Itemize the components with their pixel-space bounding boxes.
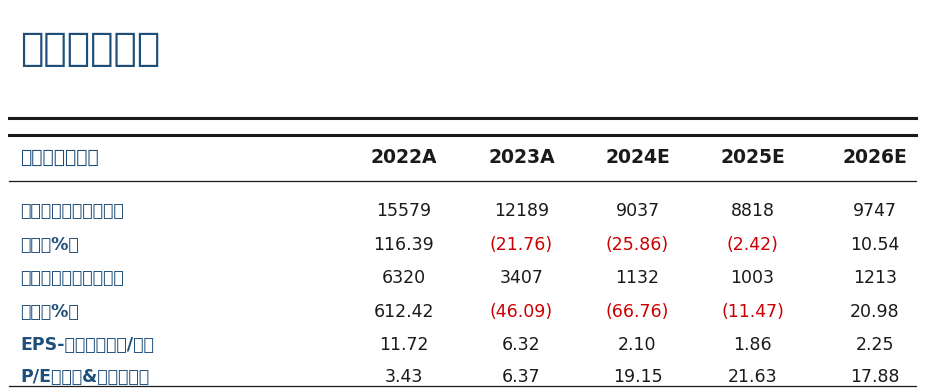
Text: 11.72: 11.72 xyxy=(379,336,428,354)
Text: P/E（现价&最新摊薄）: P/E（现价&最新摊薄） xyxy=(20,368,149,386)
Text: 买入（维持）: 买入（维持） xyxy=(20,31,160,69)
Text: (66.76): (66.76) xyxy=(606,303,669,321)
Text: 2025E: 2025E xyxy=(721,148,785,167)
Text: 3.43: 3.43 xyxy=(385,368,423,386)
Text: 10.54: 10.54 xyxy=(850,236,900,254)
Text: 20.98: 20.98 xyxy=(850,303,900,321)
Text: 1132: 1132 xyxy=(615,269,660,288)
Text: 2022A: 2022A xyxy=(370,148,437,167)
Text: EPS-最新摊薄（元/股）: EPS-最新摊薄（元/股） xyxy=(20,336,154,354)
Text: 2.25: 2.25 xyxy=(856,336,894,354)
Text: 9037: 9037 xyxy=(615,202,660,220)
Text: 21.63: 21.63 xyxy=(728,368,777,386)
Text: (25.86): (25.86) xyxy=(606,236,669,254)
Text: (21.76): (21.76) xyxy=(490,236,553,254)
Text: 营业总收入（百万元）: 营业总收入（百万元） xyxy=(20,202,124,220)
Text: (2.42): (2.42) xyxy=(727,236,779,254)
Text: 15579: 15579 xyxy=(376,202,431,220)
Text: (11.47): (11.47) xyxy=(722,303,784,321)
Text: 1003: 1003 xyxy=(731,269,774,288)
Text: 19.15: 19.15 xyxy=(612,368,662,386)
Text: 2024E: 2024E xyxy=(605,148,670,167)
Text: 2026E: 2026E xyxy=(843,148,907,167)
Text: 同比（%）: 同比（%） xyxy=(20,236,79,254)
Text: 2023A: 2023A xyxy=(488,148,555,167)
Text: 612.42: 612.42 xyxy=(374,303,434,321)
Text: 1213: 1213 xyxy=(853,269,897,288)
Text: 116.39: 116.39 xyxy=(373,236,434,254)
Text: (46.09): (46.09) xyxy=(490,303,553,321)
Text: 3407: 3407 xyxy=(500,269,543,288)
Text: 2.10: 2.10 xyxy=(618,336,657,354)
Text: 9747: 9747 xyxy=(853,202,897,220)
Text: 12189: 12189 xyxy=(494,202,549,220)
Text: 8818: 8818 xyxy=(731,202,774,220)
Text: 归母净利润（百万元）: 归母净利润（百万元） xyxy=(20,269,124,288)
Text: 6.37: 6.37 xyxy=(502,368,541,386)
Text: 1.86: 1.86 xyxy=(734,336,771,354)
Text: 6.32: 6.32 xyxy=(502,336,541,354)
Text: 6320: 6320 xyxy=(381,269,426,288)
Text: 盈利预测与估值: 盈利预测与估值 xyxy=(20,148,99,167)
Text: 同比（%）: 同比（%） xyxy=(20,303,79,321)
Text: 17.88: 17.88 xyxy=(850,368,900,386)
